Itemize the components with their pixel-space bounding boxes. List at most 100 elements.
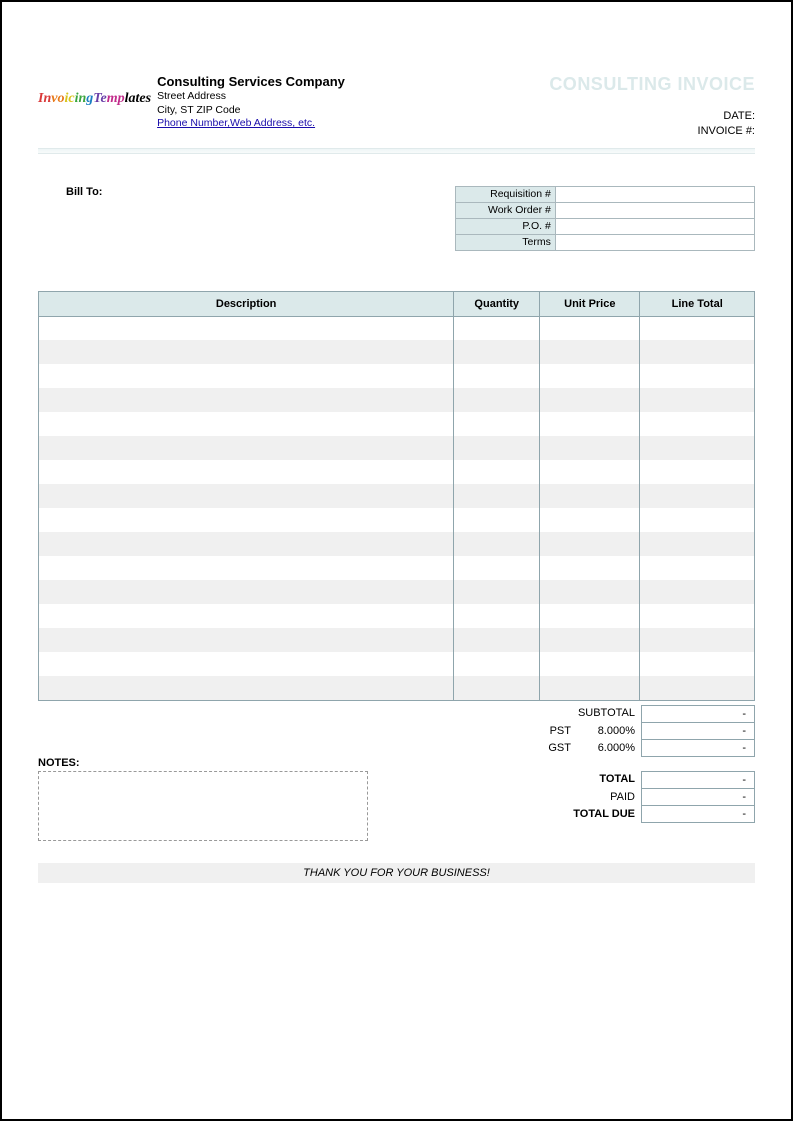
table-cell[interactable] [454,316,540,340]
table-cell[interactable] [454,412,540,436]
table-cell[interactable] [454,676,540,700]
logo-part: mp [107,91,125,106]
table-cell[interactable] [640,436,755,460]
table-cell[interactable] [640,628,755,652]
table-row [39,340,755,364]
order-info-label: P.O. # [456,218,556,234]
table-row [39,460,755,484]
table-cell[interactable] [39,556,454,580]
table-cell[interactable] [454,460,540,484]
tax-name: PST [511,723,575,740]
table-cell[interactable] [640,676,755,700]
table-cell[interactable] [39,436,454,460]
table-cell[interactable] [640,484,755,508]
table-cell[interactable] [454,652,540,676]
table-row [39,412,755,436]
invoice-number-label: INVOICE #: [698,124,755,139]
table-cell[interactable] [454,364,540,388]
table-cell[interactable] [540,556,640,580]
order-info-value[interactable] [555,202,754,218]
table-cell[interactable] [39,532,454,556]
table-cell[interactable] [39,604,454,628]
table-row [39,508,755,532]
table-row [39,676,755,700]
table-cell[interactable] [540,412,640,436]
table-cell[interactable] [640,460,755,484]
table-cell[interactable] [454,556,540,580]
table-cell[interactable] [39,652,454,676]
totals-column: SUBTOTAL - PST8.000%-GST6.000%- TOTAL - … [395,705,755,823]
tax-rate: 8.000% [575,723,641,740]
table-row [39,652,755,676]
order-info-label: Work Order # [456,202,556,218]
table-cell[interactable] [540,436,640,460]
tax-rate: 6.000% [575,740,641,757]
table-cell[interactable] [39,508,454,532]
company-name: Consulting Services Company [157,74,345,89]
subtotal-label: SUBTOTAL [511,705,641,723]
order-info-value[interactable] [555,234,754,250]
table-cell[interactable] [39,412,454,436]
table-cell[interactable] [39,340,454,364]
table-cell[interactable] [640,604,755,628]
table-cell[interactable] [640,364,755,388]
totals-area: NOTES: SUBTOTAL - PST8.000%-GST6.000%- T… [38,705,755,841]
table-cell[interactable] [640,580,755,604]
table-cell[interactable] [540,676,640,700]
table-cell[interactable] [454,580,540,604]
header: InvoicingTemplates Consulting Services C… [38,74,755,140]
table-cell[interactable] [39,364,454,388]
logo: InvoicingTemplates [38,92,151,129]
table-cell[interactable] [39,676,454,700]
table-cell[interactable] [540,388,640,412]
table-cell[interactable] [640,412,755,436]
table-cell[interactable] [39,628,454,652]
notes-label: NOTES: [38,757,395,769]
table-cell[interactable] [640,556,755,580]
table-cell[interactable] [39,388,454,412]
table-cell[interactable] [540,484,640,508]
header-left: InvoicingTemplates Consulting Services C… [38,74,345,129]
table-cell[interactable] [540,508,640,532]
table-cell[interactable] [640,532,755,556]
table-row [39,316,755,340]
header-divider [38,148,755,154]
table-cell[interactable] [39,484,454,508]
table-cell[interactable] [540,340,640,364]
table-cell[interactable] [540,316,640,340]
header-right: CONSULTING INVOICE DATE: INVOICE #: [549,74,755,140]
table-cell[interactable] [454,484,540,508]
company-contact-link[interactable]: Phone Number,Web Address, etc. [157,117,315,129]
table-cell[interactable] [39,580,454,604]
table-cell[interactable] [640,388,755,412]
table-cell[interactable] [540,628,640,652]
table-cell[interactable] [454,628,540,652]
table-cell[interactable] [540,604,640,628]
order-info-value[interactable] [555,218,754,234]
total-label: TOTAL [511,771,641,789]
table-cell[interactable] [540,580,640,604]
order-info-value[interactable] [555,186,754,202]
table-cell[interactable] [540,532,640,556]
paid-label: PAID [511,789,641,806]
table-cell[interactable] [454,340,540,364]
table-cell[interactable] [454,388,540,412]
logo-part: ic [64,91,74,106]
table-cell[interactable] [640,652,755,676]
table-cell[interactable] [540,460,640,484]
table-cell[interactable] [454,436,540,460]
table-cell[interactable] [454,532,540,556]
table-row [39,364,755,388]
table-row [39,604,755,628]
table-cell[interactable] [39,316,454,340]
table-cell[interactable] [540,652,640,676]
table-cell[interactable] [454,508,540,532]
notes-input[interactable] [38,771,368,841]
table-cell[interactable] [454,604,540,628]
table-cell[interactable] [640,340,755,364]
table-cell[interactable] [640,316,755,340]
table-cell[interactable] [640,508,755,532]
table-cell[interactable] [540,364,640,388]
table-cell[interactable] [39,460,454,484]
logo-part: vo [51,91,64,106]
